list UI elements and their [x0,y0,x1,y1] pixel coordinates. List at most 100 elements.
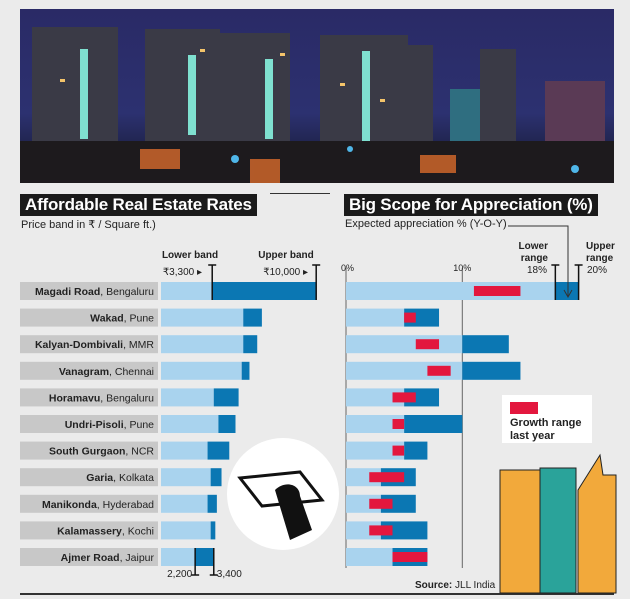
row-label-bg [20,441,158,460]
appreciation-bar-base [346,441,405,460]
price-bar-base [161,335,244,354]
price-band-bar [213,388,239,407]
city-night-photo [20,9,614,183]
upper-range-value: 20% [587,265,607,276]
row-label-bg [20,361,158,380]
growth-range-bar [369,525,393,536]
price-bar-base [161,468,211,487]
divider [270,193,330,194]
row-label-bg [20,335,158,354]
price-band-bar [212,282,317,300]
bottom-high-value: 3,400 [217,569,242,580]
building-icon [577,453,617,594]
row-label: Kalamassery, Kochi [57,525,154,537]
tick-0: 0% [341,263,354,273]
row-label: Undri-Pisoli, Pune [65,419,154,431]
building-icon [539,467,577,594]
row-label-bg [20,468,158,487]
row-label-bg [20,548,158,566]
bottom-divider [20,593,614,595]
price-bar-base [161,282,213,300]
row-label: Vanagram, Chennai [59,366,154,378]
growth-range-bar [392,419,405,429]
legend-label: last year [510,430,555,442]
appreciation-bar-base [346,308,405,327]
row-label-bg [20,494,158,513]
expected-appreciation-bar [462,361,521,380]
row-label: Horamavu, Bengaluru [49,392,154,404]
upper-band-label: Upper band [258,250,314,261]
row-label-bg [20,415,158,433]
price-band-bar [207,441,230,460]
pointer-arrow-icon [563,289,573,299]
price-bar-base [161,521,211,540]
row-label-bg [20,282,158,300]
growth-range-bar [369,472,405,483]
lower-range-label: Lower [519,241,549,252]
price-band-bar [243,308,262,327]
price-bar-base [161,415,219,433]
price-band-bar [195,548,214,566]
price-band-bar [210,521,216,540]
price-bar-base [161,494,208,513]
row-label-bg [20,521,158,540]
source-note: Source: JLL India [415,580,496,591]
appreciation-bar-base [346,548,393,566]
row-label-bg [20,308,158,327]
row-label: South Gurgaon, NCR [49,446,154,458]
price-band-bar [241,361,250,380]
growth-range-bar [392,552,428,562]
appreciation-bar-base [346,415,405,433]
price-band-bar [218,415,236,433]
upper-range-label: range [586,253,614,264]
left-chart-title: Affordable Real Estate Rates [20,194,257,216]
price-bar-base [161,388,214,407]
row-label: Ajmer Road, Jaipur [61,552,155,564]
growth-range-bar [404,312,416,323]
growth-range-bar [415,339,440,350]
expected-appreciation-bar [404,441,428,460]
price-band-bar [207,494,217,513]
legend-label: Growth range [510,417,582,429]
lower-range-value: 18% [527,265,547,276]
growth-range-bar [473,286,521,296]
row-label: Manikonda, Hyderabad [42,499,154,511]
legend-swatch [510,402,538,414]
growth-range-bar [369,498,393,509]
appreciation-bar-base [346,282,556,300]
upper-range-label: Upper [586,241,615,252]
price-band-bar [243,335,258,354]
tick-10: 10% [453,263,471,273]
lower-range-label: range [521,253,549,264]
right-chart-subtitle: Expected appreciation % (Y-O-Y) [345,218,507,230]
growth-range-bar [427,365,451,376]
right-chart-title: Big Scope for Appreciation (%) [344,194,598,216]
expected-appreciation-bar [462,335,509,354]
subtitle-pointer-line [508,225,569,296]
bottom-low-value: 2,200 [167,569,192,580]
expected-appreciation-bar [404,415,463,433]
upper-band-value: ₹10,000 ▸ [263,267,308,278]
growth-range-bar [392,392,416,403]
price-bar-base [161,441,208,460]
row-label-bg [20,388,158,407]
appreciation-bar-base [346,388,405,407]
row-label: Kalyan-Dombivali, MMR [35,339,154,351]
expected-appreciation-bar [555,282,579,300]
hand-icon [275,484,312,540]
price-bar-base [161,548,196,566]
price-band-bar [210,468,222,487]
appreciation-bar-base [346,335,463,354]
lower-band-label: Lower band [162,250,218,261]
row-label: Magadi Road, Bengaluru [35,286,154,298]
lower-band-value: ₹3,300 ▸ [163,267,202,278]
price-bar-base [161,308,244,327]
left-chart-subtitle: Price band in ₹ / Square ft.) [21,219,156,231]
row-label: Garia, Kolkata [86,472,154,484]
price-bar-base [161,361,242,380]
growth-range-bar [392,445,405,456]
row-label: Wakad, Pune [90,313,154,325]
building-icon [499,469,541,594]
